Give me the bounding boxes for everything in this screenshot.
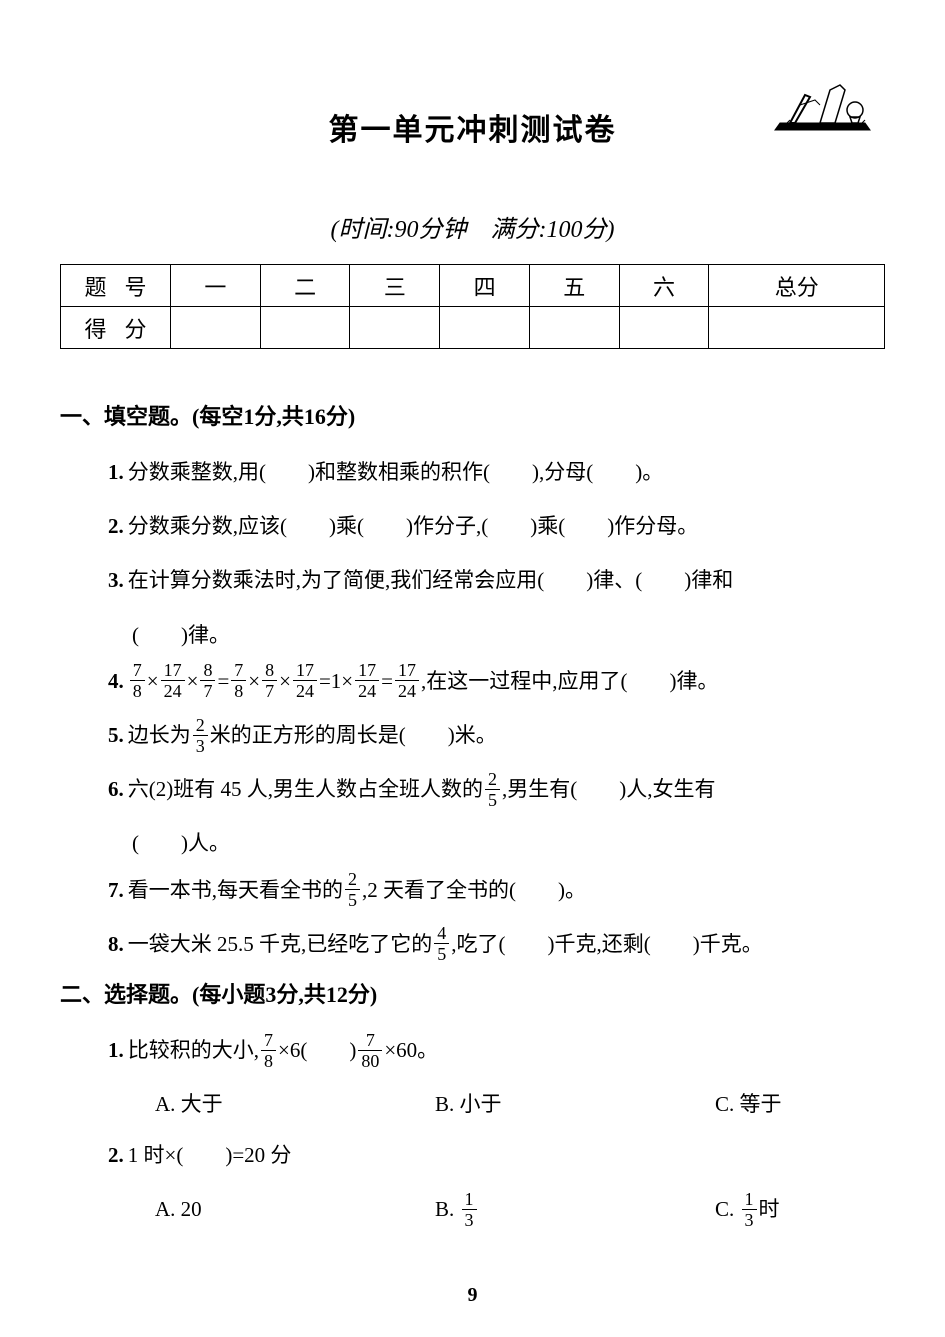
options-2-2: A. 20 B. 13 C. 13时: [155, 1186, 885, 1232]
question-1-5: 5.边长为23米的正方形的周长是( )米。: [108, 712, 885, 758]
question-text: ,吃了( )千克,还剩( )千克。: [451, 932, 762, 956]
fraction: 1724: [293, 661, 317, 700]
options-2-1: A. 大于 B. 小于 C. 等于: [155, 1081, 885, 1127]
fraction: 780: [358, 1031, 382, 1070]
question-text: ×6( ): [278, 1038, 356, 1062]
page-number: 9: [0, 1284, 945, 1307]
question-1-3: 3.在计算分数乘法时,为了简便,我们经常会应用( )律、( )律和: [108, 557, 885, 603]
time-label: (时间:: [331, 217, 395, 243]
question-text: 分数乘分数,应该( )乘( )作分子,( )乘( )作分母。: [128, 514, 698, 538]
question-text: 边长为: [128, 723, 191, 747]
question-text: ,2 天看了全书的( )。: [362, 878, 586, 902]
time-value: 90分钟: [394, 217, 466, 243]
question-text: 比较积的大小,: [128, 1038, 259, 1062]
question-1-4: 4.78×1724×87=78×87×1724=1×1724=1724,在这一过…: [108, 658, 885, 704]
row-label: 题号: [61, 265, 171, 307]
fraction: 23: [193, 716, 208, 755]
corner-decoration: [770, 75, 880, 145]
fraction: 1724: [161, 661, 185, 700]
fraction: 45: [434, 924, 449, 963]
fraction: 25: [485, 770, 500, 809]
fraction: 78: [231, 661, 246, 700]
score-cell: [619, 307, 709, 349]
col-header: 六: [619, 265, 709, 307]
question-1-7: 7.看一本书,每天看全书的25,2 天看了全书的( )。: [108, 867, 885, 913]
question-number: 8.: [108, 932, 124, 956]
page-title: 第一单元冲刺测试卷: [60, 105, 885, 149]
score-cell: [529, 307, 619, 349]
fraction: 1724: [395, 661, 419, 700]
col-header: 一: [171, 265, 261, 307]
option-b: B. 13: [435, 1186, 715, 1232]
question-number: 1.: [108, 1038, 124, 1062]
question-text: ×60。: [384, 1038, 438, 1062]
question-text: 看一本书,每天看全书的: [128, 878, 343, 902]
question-text: 六(2)班有 45 人,男生人数占全班人数的: [128, 777, 483, 801]
col-header: 总分: [709, 265, 885, 307]
score-cell: [171, 307, 261, 349]
question-number: 2.: [108, 1143, 124, 1167]
question-text: 一袋大米 25.5 千克,已经吃了它的: [128, 932, 433, 956]
section-2-header: 二、选择题。(每小题3分,共12分): [60, 977, 885, 1009]
writing-desk-icon: [770, 75, 880, 145]
question-number: 4.: [108, 669, 124, 693]
score-value: 100分): [546, 217, 614, 243]
question-1-3-cont: ( )律。: [132, 612, 885, 658]
col-header: 四: [440, 265, 530, 307]
question-2-2: 2.1 时×( )=20 分: [108, 1132, 885, 1178]
fraction: 13: [742, 1190, 757, 1229]
question-text: ,在这一过程中,应用了( )律。: [421, 669, 719, 693]
question-1-6: 6.六(2)班有 45 人,男生人数占全班人数的25,男生有( )人,女生有: [108, 766, 885, 812]
table-row: 得分: [61, 307, 885, 349]
question-1-1: 1.分数乘整数,用( )和整数相乘的积作( ),分母( )。: [108, 449, 885, 495]
fraction: 87: [200, 661, 215, 700]
table-row: 题号 一 二 三 四 五 六 总分: [61, 265, 885, 307]
question-text: 分数乘整数,用( )和整数相乘的积作( ),分母( )。: [128, 460, 663, 484]
option-a: A. 大于: [155, 1081, 435, 1127]
question-number: 1.: [108, 460, 124, 484]
option-b: B. 小于: [435, 1081, 715, 1127]
score-cell: [260, 307, 350, 349]
question-number: 7.: [108, 878, 124, 902]
score-cell: [440, 307, 530, 349]
fraction: 87: [262, 661, 277, 700]
score-label: 满分:: [490, 217, 546, 243]
section-1-header: 一、填空题。(每空1分,共16分): [60, 399, 885, 431]
score-cell: [350, 307, 440, 349]
question-text: ,男生有( )人,女生有: [502, 777, 716, 801]
option-c: C. 等于: [715, 1081, 885, 1127]
fraction: 78: [261, 1031, 276, 1070]
fraction: 25: [345, 870, 360, 909]
exam-info: (时间:90分钟 满分:100分): [60, 209, 885, 244]
option-c: C. 13时: [715, 1186, 885, 1232]
option-a: A. 20: [155, 1186, 435, 1232]
question-1-6-cont: ( )人。: [132, 820, 885, 866]
score-cell: [709, 307, 885, 349]
question-2-1: 1.比较积的大小,78×6( )780×60。: [108, 1027, 885, 1073]
fraction: 13: [462, 1190, 477, 1229]
fraction: 78: [130, 661, 145, 700]
col-header: 三: [350, 265, 440, 307]
question-1-2: 2.分数乘分数,应该( )乘( )作分子,( )乘( )作分母。: [108, 503, 885, 549]
col-header: 五: [529, 265, 619, 307]
question-number: 6.: [108, 777, 124, 801]
question-number: 5.: [108, 723, 124, 747]
question-number: 2.: [108, 514, 124, 538]
question-number: 3.: [108, 568, 124, 592]
question-1-8: 8.一袋大米 25.5 千克,已经吃了它的45,吃了( )千克,还剩( )千克。: [108, 921, 885, 967]
row-label: 得分: [61, 307, 171, 349]
question-text: 在计算分数乘法时,为了简便,我们经常会应用( )律、( )律和: [128, 568, 733, 592]
col-header: 二: [260, 265, 350, 307]
score-table: 题号 一 二 三 四 五 六 总分 得分: [60, 264, 885, 349]
question-text: 米的正方形的周长是( )米。: [210, 723, 497, 747]
question-text: 1 时×( )=20 分: [128, 1143, 292, 1167]
fraction: 1724: [355, 661, 379, 700]
question-text: ( )律。: [132, 623, 230, 647]
question-text: ( )人。: [132, 831, 230, 855]
